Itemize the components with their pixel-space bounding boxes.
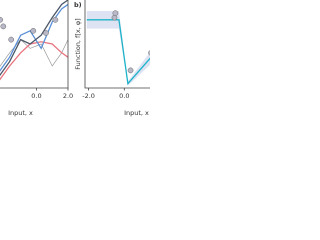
figure: 0.0 2.0 Input, x -2.0 0.0 Input, x Function, f… <box>0 0 150 117</box>
x-axis-label: Input, x <box>8 109 33 117</box>
axis-line <box>84 0 150 89</box>
x-tick-label: 0.0 <box>119 92 129 100</box>
series-line <box>0 0 68 77</box>
data-point <box>127 67 134 74</box>
series-line <box>86 19 150 86</box>
data-point <box>112 10 119 17</box>
plot-area <box>0 0 68 81</box>
data-point <box>30 27 37 34</box>
x-axis-label: Input, x <box>124 109 149 117</box>
series-line <box>0 39 68 67</box>
series-line <box>0 41 68 81</box>
uncertainty-band <box>86 11 150 86</box>
x-tick-label: 2.0 <box>63 92 73 100</box>
data-point <box>148 50 150 56</box>
y-axis-label: Function, f[x, φ] <box>74 18 82 69</box>
data-point <box>0 16 4 23</box>
data-point <box>0 23 7 30</box>
plot-area <box>86 10 150 86</box>
x-tick-label: -2.0 <box>82 92 95 100</box>
page: {"chart_data": [ {"type": "line", "xlabe… <box>0 0 150 150</box>
data-point <box>52 16 59 23</box>
data-point <box>8 36 15 43</box>
x-tick-label: 0.0 <box>31 92 41 100</box>
data-point <box>43 30 49 36</box>
panel-label: b) <box>74 1 82 9</box>
